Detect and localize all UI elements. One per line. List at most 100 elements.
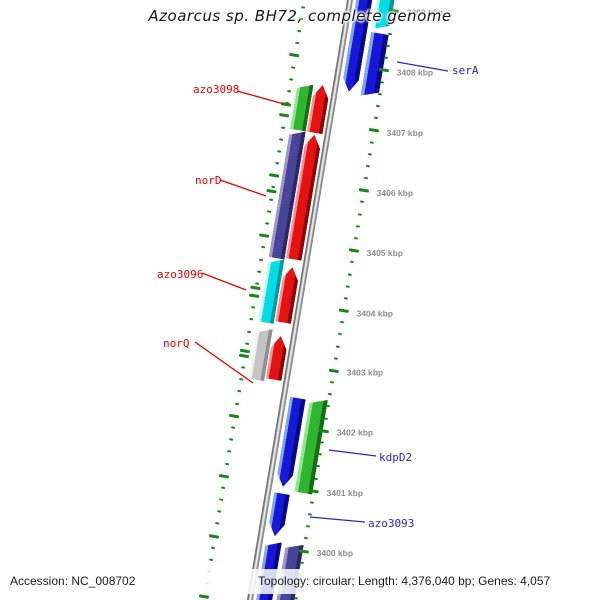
gene-label-azo3098[interactable]: azo3098 [193, 83, 240, 96]
ruler-label-3408: 3408 kbp [396, 67, 434, 78]
ruler-tick [367, 152, 373, 156]
ruler-tick [208, 558, 214, 562]
ruler-tick [218, 473, 230, 479]
ruler-tick [319, 441, 325, 444]
ruler-tick [249, 318, 254, 321]
ruler-tick [359, 200, 365, 204]
ruler-tick [385, 44, 391, 48]
ruler-tick [255, 282, 260, 285]
genome-track: 3409 kbp 3408 kbp 3407 kbp 3406 kbp 3405 kbp… [175, 0, 462, 600]
ruler-label-3402: 3402 kbp [336, 427, 374, 438]
ruler-tick [289, 77, 294, 81]
status-bar [0, 569, 600, 594]
ruler-tick [248, 293, 260, 299]
ruler-tick [295, 41, 300, 45]
ruler-tick [259, 258, 264, 261]
ruler-tick [226, 450, 232, 453]
ruler-gene-mark [280, 101, 292, 107]
ruler-tick [323, 417, 329, 420]
ruler-label-3401: 3401 kbp [326, 488, 364, 499]
ruler-tick [224, 462, 230, 465]
ruler-tick [228, 413, 240, 419]
ruler-tick [258, 233, 270, 238]
ruler-tick [363, 176, 369, 180]
gene-label-azo3096[interactable]: azo3096 [157, 268, 204, 281]
ruler-label-3404: 3404 kbp [356, 307, 394, 318]
ruler-tick [299, 561, 305, 564]
ruler-tick [198, 593, 210, 599]
ruler-tick [265, 221, 270, 225]
ruler-tick [333, 356, 339, 360]
ruler-tick [261, 246, 266, 249]
ruler-tick [281, 125, 286, 129]
ruler-tick [237, 390, 242, 393]
ruler-tick [251, 306, 256, 309]
ruler-tick [309, 501, 315, 504]
ruler-tick [349, 260, 355, 264]
ruler-tick [269, 198, 274, 201]
ruler-label-3405: 3405 kbp [366, 247, 404, 258]
ruler-tick [238, 353, 250, 359]
status-topology: Topology: circular; Length: 4,376,040 bp… [258, 574, 551, 588]
ruler-tick [220, 486, 226, 489]
ruler-tick [337, 332, 343, 336]
ruler-tick [358, 188, 370, 193]
ruler-tick [345, 284, 351, 288]
ruler-gene-mark [266, 188, 277, 194]
ruler-tick [288, 53, 300, 58]
ruler-tick [339, 320, 345, 324]
ruler-tick [335, 344, 341, 348]
ruler-tick [343, 296, 349, 300]
ruler-label-3403: 3403 kbp [346, 367, 384, 378]
ruler-tick [245, 342, 250, 345]
ruler-tick [387, 32, 393, 36]
ruler-label-3406: 3406 kbp [376, 187, 414, 198]
ruler-tick [279, 137, 284, 141]
ruler-tick [375, 104, 381, 108]
ruler-gene-mark [239, 348, 251, 354]
ruler-tick [214, 522, 220, 525]
ruler-tick [277, 149, 282, 153]
ruler-label-3407: 3407 kbp [386, 127, 424, 138]
ruler-tick [327, 393, 333, 396]
ruler-tick [305, 525, 311, 528]
ruler-tick [353, 236, 359, 240]
ruler-tick [307, 513, 313, 516]
ruler-tick [238, 378, 244, 381]
gene-azo3093[interactable] [267, 492, 290, 538]
ruler-tick [230, 426, 236, 429]
ruler-tick [329, 381, 335, 384]
ruler-tick [348, 248, 360, 253]
ruler-tick [278, 113, 290, 118]
status-accession: Accession: NC_008702 [10, 574, 136, 588]
ruler-tick [268, 173, 280, 178]
ruler-tick [287, 89, 292, 93]
ruler-tick [228, 438, 234, 441]
ruler-tick [271, 185, 276, 189]
ruler-label-3400: 3400 kbp [316, 548, 354, 559]
ruler-tick [338, 308, 350, 314]
gene-label-norD[interactable]: norD [195, 174, 222, 187]
page-title: Azoarcus sp. BH72, complete genome [148, 7, 452, 25]
ruler-tick [373, 116, 379, 120]
ruler-tick [241, 366, 246, 369]
ruler-tick [368, 128, 380, 133]
ruler-tick [355, 224, 361, 228]
ruler-tick [257, 270, 262, 273]
ruler-tick [303, 537, 309, 540]
ruler-tick [365, 164, 371, 168]
ruler-tick [267, 209, 272, 213]
ruler-tick [347, 272, 353, 276]
ruler-tick [275, 161, 280, 165]
ruler-tick [379, 80, 385, 84]
ruler-tick [313, 477, 319, 480]
ruler-tick [235, 402, 240, 405]
ruler-tick [377, 92, 383, 96]
ruler-tick [216, 510, 222, 513]
ruler-tick [369, 140, 375, 144]
ruler-tick [210, 546, 216, 550]
gene-label-norQ[interactable]: norQ [163, 337, 190, 350]
ruler-tick [208, 533, 220, 539]
ruler-tick [328, 368, 340, 374]
